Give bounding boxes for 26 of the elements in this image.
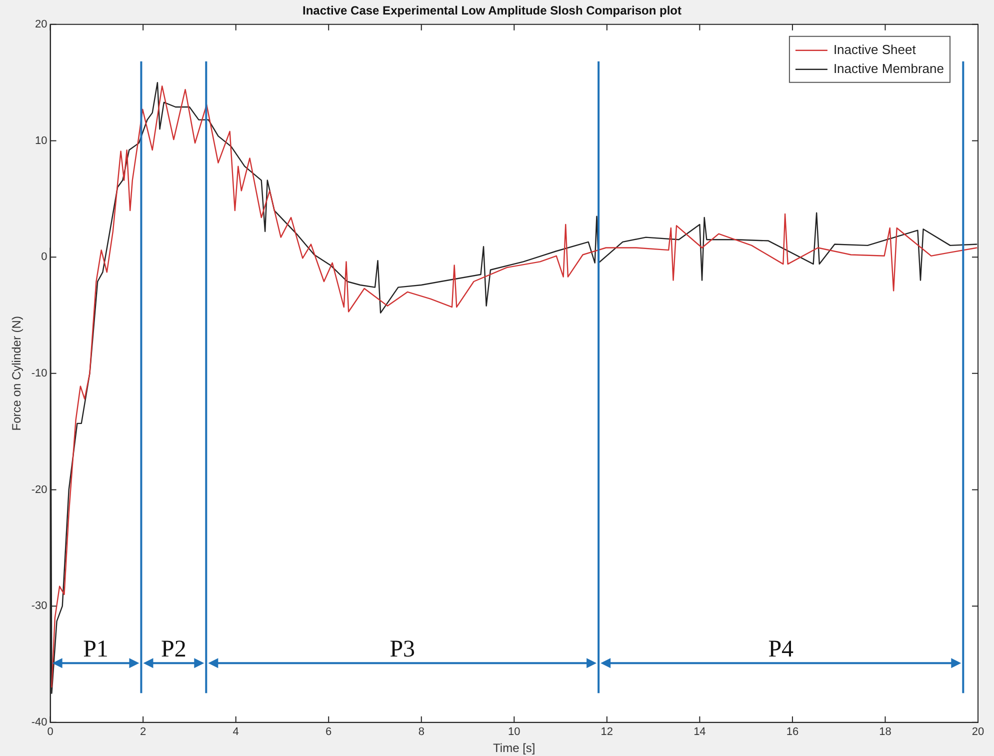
annotation: P2 [161,636,186,662]
x-tick-label: 2 [140,726,146,738]
y-axis-title: Force on Cylinder (N) [10,316,24,431]
legend-label: Inactive Membrane [833,60,944,76]
y-tick-label: -10 [31,367,48,380]
y-tick-label: 20 [35,18,48,30]
x-axis-title: Time [s] [493,741,536,756]
annotation: P3 [390,636,416,662]
x-tick-label: 14 [694,726,706,738]
x-tick-label: 16 [786,726,799,738]
annotation: P1 [83,636,108,662]
x-tick-label: 18 [879,726,892,738]
x-tick-label: 6 [326,726,332,738]
y-tick-label: 10 [35,134,48,147]
x-tick-label: 4 [232,726,239,738]
y-tick-label: -40 [31,716,48,728]
annotation: P4 [768,636,794,662]
legend-label: Inactive Sheet [833,42,916,57]
x-tick-label: 8 [418,726,424,738]
y-tick-label: -20 [31,484,48,496]
chart-title: Inactive Case Experimental Low Amplitude Slosh Comparison plot [302,4,682,18]
y-tick-label: -30 [31,600,48,612]
x-tick-label: 12 [600,726,614,738]
x-tick-label: 20 [972,726,984,738]
x-tick-label: 10 [508,726,520,738]
y-tick-label: 0 [41,251,48,264]
